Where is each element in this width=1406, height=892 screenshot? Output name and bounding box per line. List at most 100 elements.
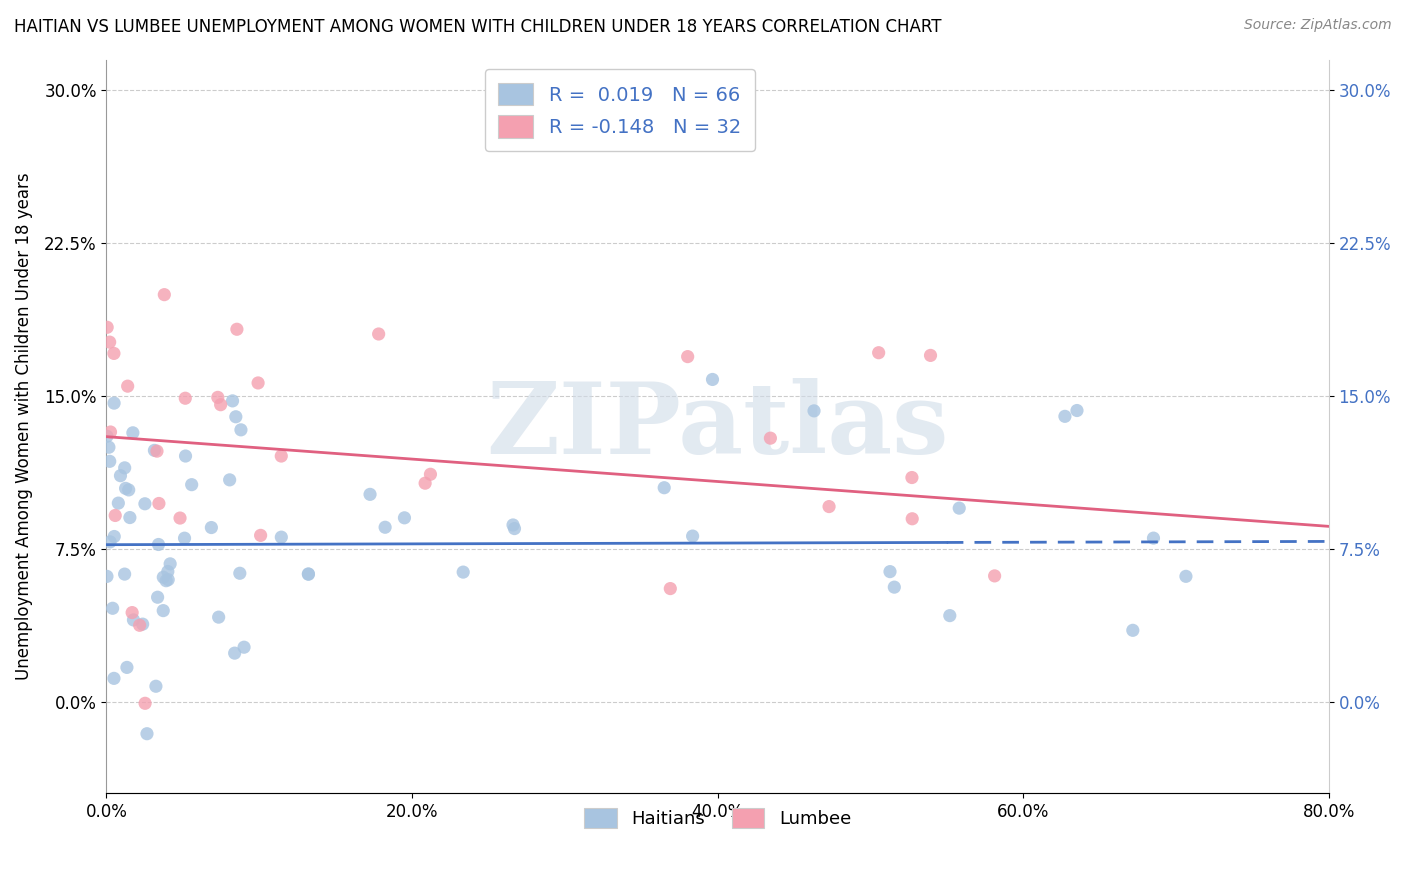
Point xyxy=(148,537,170,551)
Point xyxy=(121,425,143,440)
Point xyxy=(297,566,319,581)
Point xyxy=(146,444,169,458)
Point xyxy=(1066,403,1088,417)
Point xyxy=(122,613,145,627)
Point xyxy=(659,582,682,596)
Point xyxy=(225,409,247,424)
Point xyxy=(174,449,197,463)
Point xyxy=(134,497,156,511)
Point xyxy=(652,481,675,495)
Point xyxy=(920,348,942,362)
Point xyxy=(169,511,191,525)
Point xyxy=(103,671,125,685)
Point xyxy=(948,501,970,516)
Point xyxy=(152,570,174,584)
Point xyxy=(96,320,118,334)
Point xyxy=(110,468,132,483)
Text: Source: ZipAtlas.com: Source: ZipAtlas.com xyxy=(1244,18,1392,32)
Point xyxy=(180,477,202,491)
Point xyxy=(155,574,177,588)
Point xyxy=(157,573,180,587)
Point xyxy=(1142,531,1164,545)
Point xyxy=(103,346,125,360)
Point xyxy=(868,345,890,359)
Point xyxy=(209,398,232,412)
Point xyxy=(901,470,924,484)
Point xyxy=(146,591,169,605)
Point xyxy=(939,608,962,623)
Point xyxy=(121,606,143,620)
Point xyxy=(502,518,524,533)
Point xyxy=(901,512,924,526)
Point xyxy=(114,567,136,582)
Point xyxy=(153,287,176,301)
Point xyxy=(174,391,197,405)
Point xyxy=(682,529,704,543)
Point xyxy=(114,481,136,495)
Text: HAITIAN VS LUMBEE UNEMPLOYMENT AMONG WOMEN WITH CHILDREN UNDER 18 YEARS CORRELAT: HAITIAN VS LUMBEE UNEMPLOYMENT AMONG WOM… xyxy=(14,18,942,36)
Point xyxy=(143,443,166,458)
Point xyxy=(451,565,474,579)
Point xyxy=(676,350,699,364)
Point xyxy=(233,640,256,655)
Point xyxy=(208,610,231,624)
Point xyxy=(759,431,782,445)
Point xyxy=(200,520,222,534)
Point xyxy=(413,476,436,491)
Point xyxy=(803,404,825,418)
Point xyxy=(115,660,138,674)
Point xyxy=(225,322,247,336)
Point xyxy=(207,390,229,404)
Point xyxy=(156,565,179,579)
Point xyxy=(702,372,724,386)
Point xyxy=(297,567,319,582)
Point xyxy=(97,440,120,454)
Point xyxy=(1053,409,1076,424)
Point xyxy=(152,604,174,618)
Point xyxy=(101,601,124,615)
Point xyxy=(1174,569,1197,583)
Point xyxy=(503,522,526,536)
Y-axis label: Unemployment Among Women with Children Under 18 years: Unemployment Among Women with Children U… xyxy=(15,173,32,681)
Point xyxy=(98,335,121,350)
Point xyxy=(107,496,129,510)
Legend: Haitians, Lumbee: Haitians, Lumbee xyxy=(576,800,858,836)
Point xyxy=(131,617,153,632)
Point xyxy=(173,531,195,545)
Point xyxy=(359,487,381,501)
Point xyxy=(247,376,270,390)
Point xyxy=(134,696,156,710)
Point xyxy=(96,569,118,583)
Point xyxy=(103,529,125,543)
Point xyxy=(419,467,441,482)
Point xyxy=(104,508,127,523)
Point xyxy=(367,326,389,341)
Point xyxy=(983,569,1005,583)
Point xyxy=(218,473,240,487)
Point xyxy=(1122,624,1144,638)
Point xyxy=(883,580,905,594)
Point xyxy=(879,565,901,579)
Point xyxy=(148,496,170,510)
Point xyxy=(100,425,122,439)
Point xyxy=(221,393,243,408)
Point xyxy=(128,618,150,632)
Point xyxy=(159,557,181,571)
Point xyxy=(114,460,136,475)
Point xyxy=(117,379,139,393)
Point xyxy=(98,534,121,549)
Point xyxy=(224,646,246,660)
Point xyxy=(270,449,292,463)
Point xyxy=(374,520,396,534)
Point xyxy=(96,429,118,443)
Point xyxy=(103,396,125,410)
Point xyxy=(229,566,252,581)
Point xyxy=(270,530,292,544)
Point xyxy=(118,483,141,497)
Point xyxy=(118,510,141,524)
Point xyxy=(818,500,841,514)
Point xyxy=(249,528,271,542)
Point xyxy=(98,454,121,468)
Point xyxy=(394,511,416,525)
Point xyxy=(229,423,252,437)
